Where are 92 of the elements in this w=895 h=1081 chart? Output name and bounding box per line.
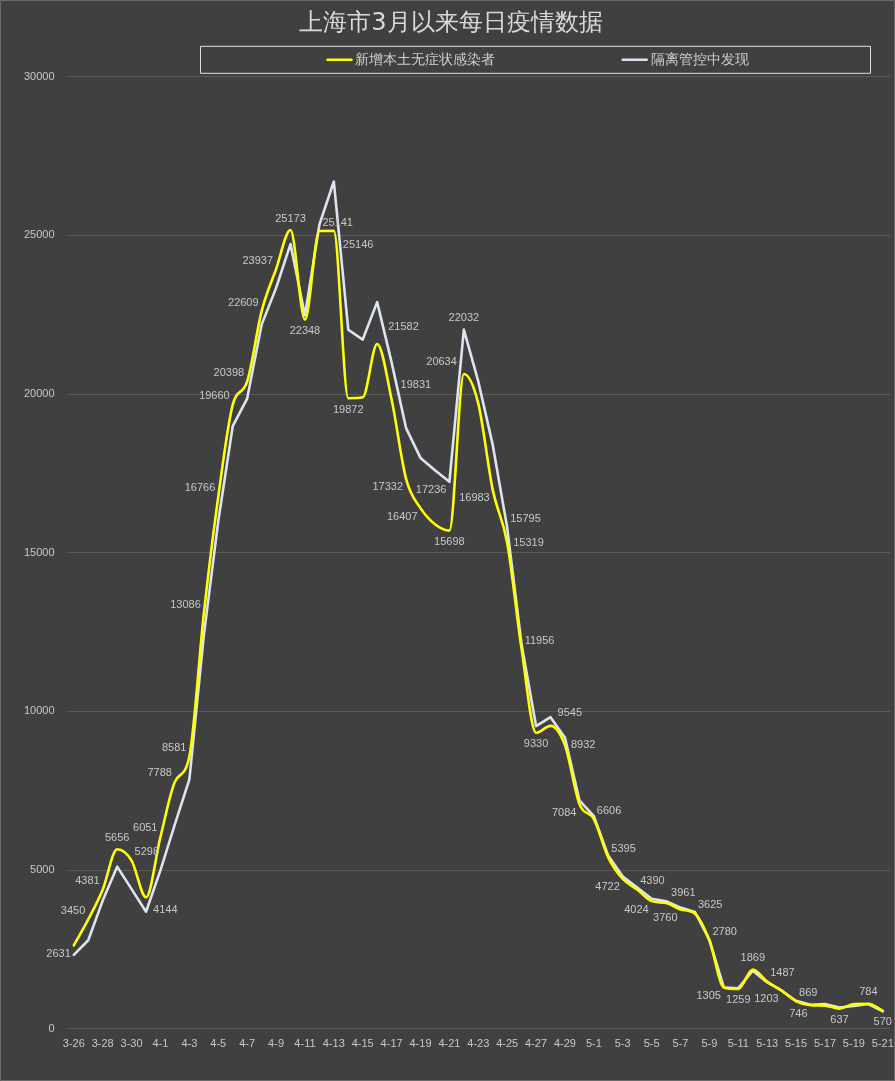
x-tick-label: 4-17 [380,1037,403,1050]
data-label: 1203 [754,992,779,1005]
x-tick-label: 4-19 [409,1037,432,1050]
x-tick-label: 5-15 [785,1037,808,1050]
data-label: 7084 [551,805,577,818]
data-label: 637 [830,1013,849,1026]
y-tick-label: 20000 [23,387,55,400]
data-label: 9545 [557,706,583,719]
y-tick-label: 15000 [23,545,55,558]
x-tick-label: 4-27 [525,1037,548,1050]
data-label: 8932 [570,738,596,751]
data-label: 15795 [510,512,541,525]
data-label: 6051 [133,821,158,834]
data-label: 16407 [386,509,418,522]
x-tick-label: 4-11 [294,1037,316,1050]
x-tick-label: 4-7 [239,1037,256,1050]
legend-label: 新增本土无症状感染者 [355,51,496,68]
x-tick-label: 3-28 [91,1037,114,1050]
data-label: 1869 [740,951,766,964]
x-tick-label: 3-26 [62,1037,85,1050]
x-tick-label: 5-7 [672,1037,689,1050]
data-label: 4144 [153,902,178,915]
data-label: 15319 [513,535,544,548]
x-tick-label: 4-25 [496,1037,519,1050]
data-label: 1259 [726,993,751,1006]
data-label: 5395 [611,842,636,855]
data-label: 23937 [242,253,274,266]
y-tick-label: 10000 [23,704,55,717]
y-tick-label: 25000 [23,228,55,241]
data-label: 25173 [275,211,306,224]
data-label: 11956 [524,633,555,646]
data-label: 19872 [332,402,364,415]
data-label: 7788 [147,766,172,779]
x-tick-label: 4-23 [467,1037,490,1050]
data-label: 22348 [289,324,321,337]
legend-label: 隔离管控中发现 [650,51,749,68]
data-label: 869 [799,985,818,998]
data-label: 2631 [46,946,71,959]
x-tick-label: 4-21 [438,1037,461,1050]
data-label: 4390 [640,874,665,887]
data-label: 16766 [184,481,216,494]
data-label: 570 [873,1015,892,1028]
data-label: 4381 [75,874,100,887]
x-tick-label: 4-29 [553,1037,576,1050]
data-label: 4722 [595,880,620,893]
data-label: 16983 [459,491,490,504]
data-label: 784 [859,985,878,998]
y-tick-label: 0 [48,1021,55,1034]
data-label: 19660 [199,389,230,402]
data-label: 3760 [653,911,678,924]
x-tick-label: 5-11 [727,1037,749,1050]
y-tick-label: 30000 [23,69,55,82]
x-tick-label: 4-1 [152,1037,169,1050]
data-label: 22032 [448,311,480,324]
x-tick-label: 4-13 [322,1037,345,1050]
data-label: 17236 [415,483,447,496]
data-label: 25146 [342,238,374,251]
data-label: 9330 [523,737,549,750]
data-label: 1305 [696,988,721,1001]
x-tick-label: 5-9 [701,1037,718,1050]
data-label: 13086 [170,598,201,611]
data-label: 8581 [161,741,187,754]
x-tick-label: 4-15 [351,1037,374,1050]
x-tick-label: 3-30 [120,1037,143,1050]
x-tick-label: 4-9 [268,1037,285,1050]
data-label: 4024 [624,902,649,915]
data-label: 3450 [60,903,86,916]
data-label: 746 [789,1006,808,1019]
data-label: 3961 [671,885,696,898]
x-tick-label: 5-5 [643,1037,660,1050]
data-label: 22609 [228,295,259,308]
data-label: 15698 [434,535,465,548]
data-label: 6606 [596,803,622,816]
data-label: 1487 [770,966,795,979]
data-label: 20398 [213,366,245,379]
x-tick-label: 5-3 [614,1037,631,1050]
x-tick-label: 5-1 [585,1037,602,1050]
data-label: 2780 [712,925,737,938]
data-label: 19831 [400,378,432,391]
x-tick-label: 4-5 [210,1037,227,1050]
data-label: 3625 [697,898,723,911]
y-tick-label: 5000 [30,863,55,876]
x-tick-label: 5-13 [756,1037,779,1050]
data-label: 20634 [426,354,457,367]
x-tick-label: 5-19 [842,1037,865,1050]
data-label: 17332 [372,480,404,493]
x-tick-label: 5-17 [813,1037,837,1050]
x-tick-label: 4-3 [181,1037,198,1050]
data-label: 21582 [388,320,419,333]
x-tick-label: 5-21 [871,1037,894,1050]
data-label: 5656 [104,830,130,843]
chart-title: 上海市3月以来每日疫情数据 [299,7,603,36]
